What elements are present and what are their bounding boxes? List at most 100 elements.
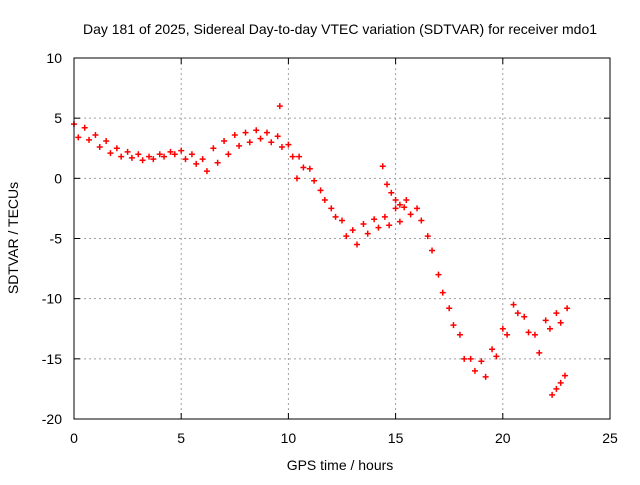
data-point-track-b <box>246 139 253 146</box>
data-point-track-c <box>379 163 386 170</box>
data-point-track-b <box>514 310 521 317</box>
data-point-track-b <box>107 150 114 157</box>
data-point-track-a <box>146 153 153 160</box>
data-point-track-a <box>296 153 303 160</box>
data-point-track-b <box>418 217 425 224</box>
data-point-track-b <box>375 224 382 231</box>
data-point-track-c <box>401 204 408 211</box>
data-point-track-b <box>429 247 436 254</box>
data-point-track-b <box>546 325 553 332</box>
data-point-track-b <box>557 319 564 326</box>
x-tick-label: 5 <box>177 430 185 446</box>
data-point-track-b <box>471 367 478 374</box>
y-tick-label: -15 <box>42 351 62 367</box>
data-point-track-a <box>135 151 142 158</box>
y-tick-label: 5 <box>54 110 62 126</box>
data-point-track-b <box>150 156 157 163</box>
data-point-track-b <box>461 355 468 362</box>
data-point-track-a <box>553 310 560 317</box>
data-point-track-a <box>446 305 453 312</box>
data-point-track-a <box>414 205 421 212</box>
data-point-outliers <box>293 175 300 182</box>
y-tick-label: 10 <box>46 50 62 66</box>
data-point-track-b <box>96 144 103 151</box>
data-point-track-b <box>364 230 371 237</box>
data-point-track-b <box>257 135 264 142</box>
data-point-track-a <box>285 141 292 148</box>
data-point-track-a <box>392 205 399 212</box>
data-point-track-a <box>521 313 528 320</box>
data-point-track-b <box>386 222 393 229</box>
data-point-track-d <box>553 385 560 392</box>
data-point-track-d <box>557 379 564 386</box>
data-point-track-b <box>536 349 543 356</box>
y-tick-label: -5 <box>50 231 63 247</box>
data-point-track-a <box>478 358 485 365</box>
x-tick-label: 10 <box>281 430 297 446</box>
data-point-track-b <box>332 213 339 220</box>
data-point-track-a <box>371 216 378 223</box>
data-point-track-b <box>300 164 307 171</box>
data-point-track-b <box>439 289 446 296</box>
data-point-track-c <box>384 181 391 188</box>
data-point-track-b <box>128 154 135 161</box>
data-point-track-b <box>203 168 210 175</box>
data-point-track-a <box>231 132 238 139</box>
data-point-track-b <box>182 156 189 163</box>
y-axis-label: SDTVAR / TECUs <box>5 182 21 294</box>
data-point-track-a <box>489 346 496 353</box>
data-point-track-d <box>561 372 568 379</box>
y-tick-label: 0 <box>54 170 62 186</box>
data-point-track-a <box>381 213 388 220</box>
data-point-track-a <box>188 151 195 158</box>
data-point-track-a <box>210 145 217 152</box>
data-point-track-b <box>214 159 221 166</box>
data-point-track-a <box>113 145 120 152</box>
data-point-track-a <box>92 132 99 139</box>
data-point-track-a <box>221 138 228 145</box>
data-point-track-b <box>450 322 457 329</box>
data-point-track-a <box>403 196 410 203</box>
data-point-track-b <box>493 353 500 360</box>
data-point-track-a <box>306 165 313 172</box>
data-point-track-a <box>510 301 517 308</box>
data-point-track-d <box>549 391 556 398</box>
data-point-track-b <box>278 144 285 151</box>
data-point-track-a <box>531 331 538 338</box>
data-point-track-a <box>542 317 549 324</box>
data-point-track-a <box>156 151 163 158</box>
data-point-track-b <box>236 142 243 149</box>
data-point-track-a <box>360 221 367 228</box>
data-point-track-a <box>317 187 324 194</box>
x-tick-label: 0 <box>70 430 78 446</box>
x-tick-label: 15 <box>388 430 404 446</box>
x-axis-label: GPS time / hours <box>287 457 394 473</box>
data-point-track-b <box>118 153 125 160</box>
data-point-track-a <box>467 355 474 362</box>
data-point-track-a <box>199 156 206 163</box>
data-point-track-a <box>349 227 356 234</box>
data-point-track-a <box>124 148 131 155</box>
data-point-track-a <box>328 205 335 212</box>
data-point-track-a <box>263 129 270 136</box>
data-point-track-b <box>225 151 232 158</box>
data-point-track-b <box>193 160 200 167</box>
x-tick-label: 25 <box>602 430 618 446</box>
data-point-track-a <box>424 233 431 240</box>
data-point-track-b <box>139 157 146 164</box>
data-point-track-a <box>242 129 249 136</box>
data-point-track-c <box>388 189 395 196</box>
data-point-track-a <box>178 147 185 154</box>
data-point-track-b <box>343 233 350 240</box>
data-point-track-a <box>274 133 281 140</box>
data-point-track-a <box>167 148 174 155</box>
data-point-track-b <box>354 241 361 248</box>
y-tick-label: -20 <box>42 411 62 427</box>
data-point-track-a <box>103 138 110 145</box>
data-point-outliers <box>276 103 283 110</box>
data-point-track-a <box>81 124 88 131</box>
data-point-track-b <box>321 196 328 203</box>
data-point-track-a <box>499 325 506 332</box>
